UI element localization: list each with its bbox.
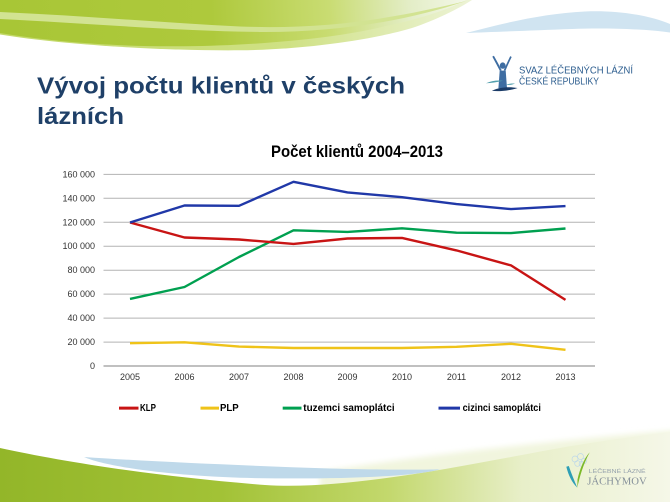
svg-text:LÉČEBNÉ LÁZNĚ: LÉČEBNÉ LÁZNĚ <box>589 467 647 475</box>
svg-text:JÁCHYMOV: JÁCHYMOV <box>587 475 647 487</box>
svg-text:2008: 2008 <box>283 372 303 382</box>
svg-text:Vývoj počtu klientů v českých: Vývoj počtu klientů v českých <box>37 73 405 99</box>
svg-text:KLP: KLP <box>140 403 156 414</box>
svg-text:20 000: 20 000 <box>67 337 95 347</box>
svg-text:2012: 2012 <box>501 372 521 382</box>
svg-text:tuzemci samoplátci: tuzemci samoplátci <box>303 403 395 414</box>
svg-text:2005: 2005 <box>120 372 140 382</box>
svg-text:2013: 2013 <box>555 372 575 382</box>
svg-text:2006: 2006 <box>174 372 194 382</box>
svg-text:lázních: lázních <box>37 103 124 129</box>
svg-text:ČESKÉ REPUBLIKY: ČESKÉ REPUBLIKY <box>519 75 599 88</box>
svg-text:40 000: 40 000 <box>67 313 95 323</box>
svg-text:60 000: 60 000 <box>67 289 95 299</box>
svg-text:2007: 2007 <box>229 372 249 382</box>
svg-text:2011: 2011 <box>447 372 466 382</box>
svg-text:140 000: 140 000 <box>62 193 95 203</box>
svg-text:0: 0 <box>90 361 95 371</box>
svg-text:Počet klientů 2004–2013: Počet klientů 2004–2013 <box>271 143 443 161</box>
svg-text:100 000: 100 000 <box>62 241 95 251</box>
svg-text:120 000: 120 000 <box>62 217 95 227</box>
svg-text:2010: 2010 <box>392 372 412 382</box>
svg-text:80 000: 80 000 <box>67 265 95 275</box>
svg-text:PLP: PLP <box>220 403 239 414</box>
svg-text:2009: 2009 <box>337 372 357 382</box>
svg-text:cizinci samoplátci: cizinci samoplátci <box>463 403 541 414</box>
svg-text:160 000: 160 000 <box>62 169 95 179</box>
svg-text:SVAZ LÉČEBNÝCH LÁZNÍ: SVAZ LÉČEBNÝCH LÁZNÍ <box>519 64 633 77</box>
